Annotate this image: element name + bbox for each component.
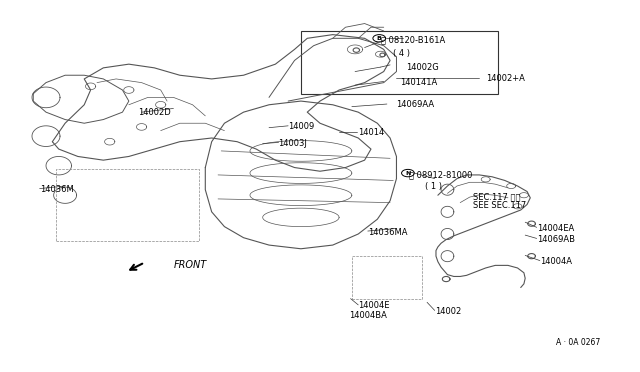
- Text: 14002D: 14002D: [138, 108, 171, 117]
- Text: 14002: 14002: [435, 307, 461, 316]
- Text: 14003J: 14003J: [278, 139, 307, 148]
- Text: 14004E: 14004E: [358, 301, 390, 311]
- Text: 140141A: 140141A: [399, 78, 437, 87]
- Text: B: B: [377, 36, 381, 41]
- Text: SEE SEC.117: SEE SEC.117: [473, 201, 526, 210]
- Text: ( 4 ): ( 4 ): [394, 49, 410, 58]
- Text: 14036M: 14036M: [40, 185, 74, 194]
- Text: 14004A: 14004A: [540, 257, 572, 266]
- Text: 14009: 14009: [288, 122, 314, 131]
- Text: 14069AA: 14069AA: [396, 100, 435, 109]
- Text: Ⓝ 08912-81000: Ⓝ 08912-81000: [409, 170, 472, 179]
- Text: 14002+A: 14002+A: [486, 74, 525, 83]
- Text: FRONT: FRONT: [173, 260, 207, 270]
- Text: 14002G: 14002G: [406, 63, 439, 72]
- Text: Ⓑ 08120-B161A: Ⓑ 08120-B161A: [381, 36, 445, 45]
- Text: 14036MA: 14036MA: [368, 228, 407, 237]
- Text: 14004EA: 14004EA: [537, 224, 574, 233]
- Text: SEC.117 参照: SEC.117 参照: [473, 193, 520, 202]
- Bar: [301, 31, 499, 94]
- Text: 14069AB: 14069AB: [537, 235, 575, 244]
- Text: N: N: [405, 171, 411, 176]
- Text: 14014: 14014: [358, 128, 385, 137]
- Text: 14004BA: 14004BA: [349, 311, 387, 320]
- Text: ( 1 ): ( 1 ): [425, 182, 442, 190]
- Text: A · 0A 0267: A · 0A 0267: [556, 339, 600, 347]
